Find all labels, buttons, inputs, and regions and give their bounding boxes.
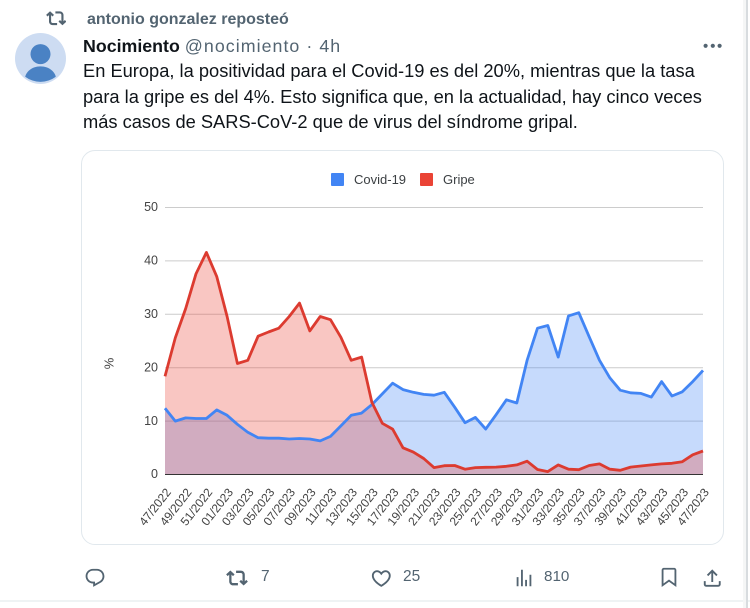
- svg-text:50: 50: [144, 200, 158, 214]
- svg-text:10: 10: [144, 414, 158, 428]
- svg-text:Gripe: Gripe: [443, 172, 475, 187]
- svg-text:20: 20: [144, 360, 158, 374]
- svg-text:30: 30: [144, 307, 158, 321]
- svg-text:Covid-19: Covid-19: [354, 172, 406, 187]
- svg-text:%: %: [101, 357, 116, 369]
- svg-text:0: 0: [151, 467, 158, 481]
- svg-text:40: 40: [144, 254, 158, 268]
